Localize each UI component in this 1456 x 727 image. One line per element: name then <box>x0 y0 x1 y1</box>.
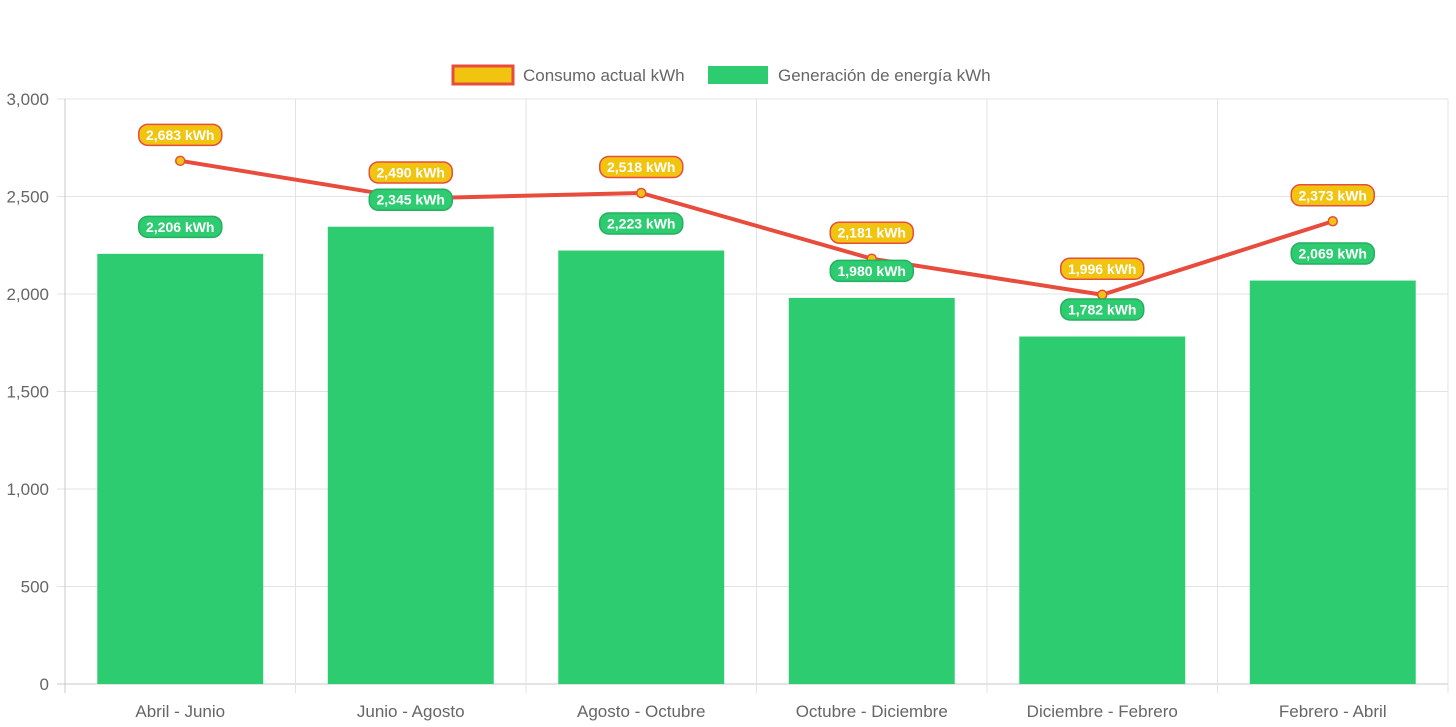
legend-swatch-consumo <box>451 64 515 86</box>
bar-data-label: 1,782 kWh <box>1060 298 1145 321</box>
data-labels: 2,206 kWh 2,345 kWh 2,223 kWh 1,980 kWh 1,78… <box>138 123 1375 321</box>
bar-data-label-text: 2,069 kWh <box>1299 246 1367 262</box>
y-tick-label: 1,000 <box>6 480 49 499</box>
bar-data-label-background <box>1290 242 1375 265</box>
y-tick-label: 2,500 <box>6 188 49 207</box>
line-point <box>636 187 647 199</box>
y-tick-label: 0 <box>40 675 49 694</box>
bar <box>558 250 725 684</box>
x-tick-label: Diciembre - Febrero <box>1027 702 1178 721</box>
line-data-label-text: 2,518 kWh <box>607 159 675 175</box>
line-data-label-background <box>1060 257 1145 281</box>
y-tick-label: 500 <box>21 578 49 597</box>
bar-data-label: 2,345 kWh <box>368 188 453 211</box>
line-data-label-text: 2,373 kWh <box>1299 187 1367 203</box>
legend-label-consumo: Consumo actual kWh <box>523 66 685 85</box>
line-data-label: 2,181 kWh <box>829 221 914 244</box>
y-tick-label: 3,000 <box>6 90 49 109</box>
bar-data-label: 2,206 kWh <box>138 215 223 239</box>
y-tick-label: 2,000 <box>6 285 49 304</box>
legend-item-consumo[interactable]: Consumo actual kWh <box>451 64 685 86</box>
bar-data-label-text: 1,782 kWh <box>1068 302 1136 318</box>
line-data-label-text: 2,181 kWh <box>838 225 906 241</box>
line-data-label: 1,996 kWh <box>1060 257 1145 281</box>
line-data-label-text: 1,996 kWh <box>1068 261 1136 277</box>
bar-data-label-background <box>368 188 453 211</box>
bar <box>327 226 494 684</box>
line-data-label-background <box>1290 184 1375 207</box>
line-data-label: 2,490 kWh <box>368 161 453 184</box>
bar-data-label-text: 1,980 kWh <box>838 263 906 279</box>
bar <box>1019 336 1186 684</box>
x-tick-label: Febrero - Abril <box>1279 702 1387 721</box>
bar-data-label: 1,980 kWh <box>829 259 914 283</box>
line-point <box>1097 289 1108 301</box>
bar-data-label-text: 2,223 kWh <box>607 216 675 232</box>
bar-data-label: 2,223 kWh <box>599 212 684 235</box>
bar-data-label: 2,069 kWh <box>1290 242 1375 265</box>
line-data-label-text: 2,683 kWh <box>146 127 214 143</box>
x-tick-label: Junio - Agosto <box>357 702 465 721</box>
line-data-label-text: 2,490 kWh <box>377 164 445 180</box>
bar-data-label-text: 2,345 kWh <box>377 192 445 208</box>
bar-data-label-background <box>599 212 684 235</box>
line-data-label-background <box>138 123 223 147</box>
legend-label-generacion: Generación de energía kWh <box>778 66 991 85</box>
grid <box>57 98 1449 693</box>
legend-item-generacion[interactable]: Generación de energía kWh <box>708 66 991 85</box>
line-point <box>1327 216 1338 227</box>
x-tick-label: Abril - Junio <box>135 702 225 721</box>
bar <box>788 297 955 684</box>
bar-data-label-background <box>1060 298 1145 321</box>
line-data-label-background <box>599 155 684 179</box>
line-data-label-background <box>368 161 453 184</box>
line-data-label: 2,373 kWh <box>1290 184 1375 207</box>
legend[interactable]: Consumo actual kWh Generación de energía … <box>451 64 991 86</box>
bar <box>97 253 264 684</box>
legend-swatch-generacion <box>708 66 768 84</box>
bar-data-label-text: 2,206 kWh <box>146 219 214 235</box>
bar <box>1249 280 1416 684</box>
bar-data-label-background <box>138 215 223 239</box>
line-data-label: 2,683 kWh <box>138 123 223 147</box>
x-tick-label: Agosto - Octubre <box>577 702 706 721</box>
x-axis: Abril - Junio Junio - Agosto Agosto - Octu… <box>135 702 1386 721</box>
line-data-label: 2,518 kWh <box>599 155 684 179</box>
line-point <box>175 155 186 167</box>
line-data-label-background <box>829 221 914 244</box>
bar-series <box>97 226 1416 684</box>
x-tick-label: Octubre - Diciembre <box>796 702 948 721</box>
y-axis: 0 500 1,000 1,500 2,000 2,500 3,000 <box>6 90 49 694</box>
bar-data-label-background <box>829 259 914 283</box>
y-tick-label: 1,500 <box>6 383 49 402</box>
